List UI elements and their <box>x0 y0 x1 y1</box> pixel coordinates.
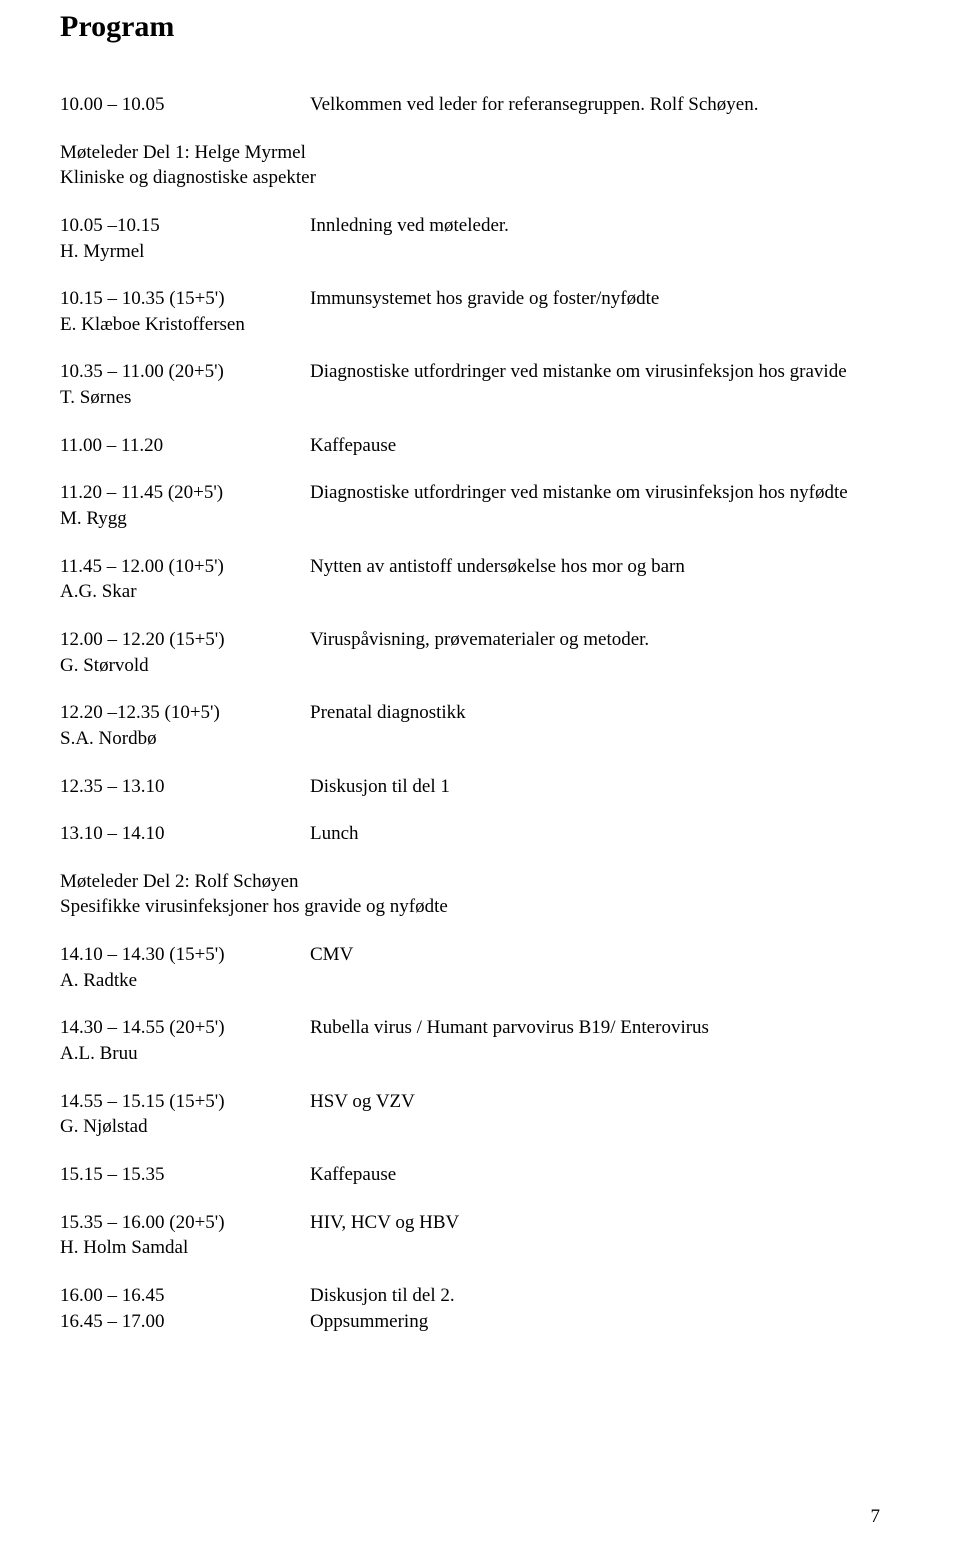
section-leader: Møteleder Del 2: Rolf Schøyen <box>60 869 880 895</box>
time-slot: 16.45 – 17.00 <box>60 1311 165 1332</box>
schedule-row: 11.00 – 11.20 Kaffepause <box>60 433 880 459</box>
time-slot: 10.35 – 11.00 (20+5') <box>60 359 310 385</box>
time-slot: 13.10 – 14.10 <box>60 823 165 844</box>
time-slot: 12.00 – 12.20 (15+5') <box>60 627 310 653</box>
description: Nytten av antistoff undersøkelse hos mor… <box>310 556 685 577</box>
schedule-row: 12.20 –12.35 (10+5') S.A. Nordbø Prenata… <box>60 700 880 751</box>
schedule-row: 16.00 – 16.45 Diskusjon til del 2. <box>60 1283 880 1309</box>
schedule-row: 11.45 – 12.00 (10+5') A.G. Skar Nytten a… <box>60 554 880 605</box>
description: Viruspåvisning, prøvematerialer og metod… <box>310 629 649 650</box>
description: Innledning ved møteleder. <box>310 215 509 236</box>
speaker: G. Njølstad <box>60 1114 310 1140</box>
speaker: A.G. Skar <box>60 579 310 605</box>
schedule-row: 14.30 – 14.55 (20+5') A.L. Bruu Rubella … <box>60 1015 880 1066</box>
time-slot: 14.55 – 15.15 (15+5') <box>60 1089 310 1115</box>
section-leader: Møteleder Del 1: Helge Myrmel <box>60 140 880 166</box>
description: Lunch <box>310 823 359 844</box>
schedule-row: 15.35 – 16.00 (20+5') H. Holm Samdal HIV… <box>60 1210 880 1261</box>
schedule-row: 11.20 – 11.45 (20+5') M. Rygg Diagnostis… <box>60 480 880 531</box>
section-subtitle: Kliniske og diagnostiske aspekter <box>60 165 880 191</box>
schedule-row: 14.10 – 14.30 (15+5') A. Radtke CMV <box>60 942 880 993</box>
speaker: E. Klæboe Kristoffersen <box>60 312 310 338</box>
description: Diskusjon til del 2. <box>310 1285 455 1306</box>
speaker: H. Holm Samdal <box>60 1235 310 1261</box>
description: Diagnostiske utfordringer ved mistanke o… <box>310 361 847 382</box>
time-slot: 14.10 – 14.30 (15+5') <box>60 942 310 968</box>
time-slot: 12.20 –12.35 (10+5') <box>60 700 310 726</box>
speaker: S.A. Nordbø <box>60 726 310 752</box>
description: Velkommen ved leder for referansegruppen… <box>310 94 758 115</box>
schedule-row: 13.10 – 14.10 Lunch <box>60 821 880 847</box>
time-slot: 15.35 – 16.00 (20+5') <box>60 1210 310 1236</box>
time-slot: 10.05 –10.15 <box>60 213 310 239</box>
time-slot: 11.45 – 12.00 (10+5') <box>60 554 310 580</box>
speaker: A. Radtke <box>60 968 310 994</box>
speaker: H. Myrmel <box>60 239 310 265</box>
schedule-row: 16.45 – 17.00 Oppsummering <box>60 1309 880 1335</box>
description: CMV <box>310 944 353 965</box>
description: Oppsummering <box>310 1311 428 1332</box>
speaker: G. Størvold <box>60 653 310 679</box>
speaker: T. Sørnes <box>60 385 310 411</box>
time-slot: 11.00 – 11.20 <box>60 435 163 456</box>
time-slot: 10.15 – 10.35 (15+5') <box>60 286 310 312</box>
page-number: 7 <box>871 1506 881 1528</box>
time-slot: 11.20 – 11.45 (20+5') <box>60 480 310 506</box>
schedule-row: 10.00 – 10.05 Velkommen ved leder for re… <box>60 92 880 118</box>
time-slot: 14.30 – 14.55 (20+5') <box>60 1015 310 1041</box>
description: HSV og VZV <box>310 1091 415 1112</box>
description: Rubella virus / Humant parvovirus B19/ E… <box>310 1017 709 1038</box>
schedule-row: 14.55 – 15.15 (15+5') G. Njølstad HSV og… <box>60 1089 880 1140</box>
schedule-row: 10.05 –10.15 H. Myrmel Innledning ved mø… <box>60 213 880 264</box>
page-title: Program <box>60 10 880 44</box>
description: Prenatal diagnostikk <box>310 702 466 723</box>
description: Immunsystemet hos gravide og foster/nyfø… <box>310 288 659 309</box>
description: Diagnostiske utfordringer ved mistanke o… <box>310 482 848 503</box>
schedule-row: 12.00 – 12.20 (15+5') G. Størvold Virusp… <box>60 627 880 678</box>
description: Diskusjon til del 1 <box>310 776 450 797</box>
speaker: A.L. Bruu <box>60 1041 310 1067</box>
description: Kaffepause <box>310 1164 396 1185</box>
section-subtitle: Spesifikke virusinfeksjoner hos gravide … <box>60 894 880 920</box>
schedule-row: 12.35 – 13.10 Diskusjon til del 1 <box>60 774 880 800</box>
speaker: M. Rygg <box>60 506 310 532</box>
time-slot: 12.35 – 13.10 <box>60 776 165 797</box>
schedule-row: 15.15 – 15.35 Kaffepause <box>60 1162 880 1188</box>
description: HIV, HCV og HBV <box>310 1212 459 1233</box>
description: Kaffepause <box>310 435 396 456</box>
schedule-row: 10.15 – 10.35 (15+5') E. Klæboe Kristoff… <box>60 286 880 337</box>
time-slot: 16.00 – 16.45 <box>60 1285 165 1306</box>
time-slot: 10.00 – 10.05 <box>60 94 165 115</box>
schedule-row: 10.35 – 11.00 (20+5') T. Sørnes Diagnost… <box>60 359 880 410</box>
time-slot: 15.15 – 15.35 <box>60 1164 165 1185</box>
